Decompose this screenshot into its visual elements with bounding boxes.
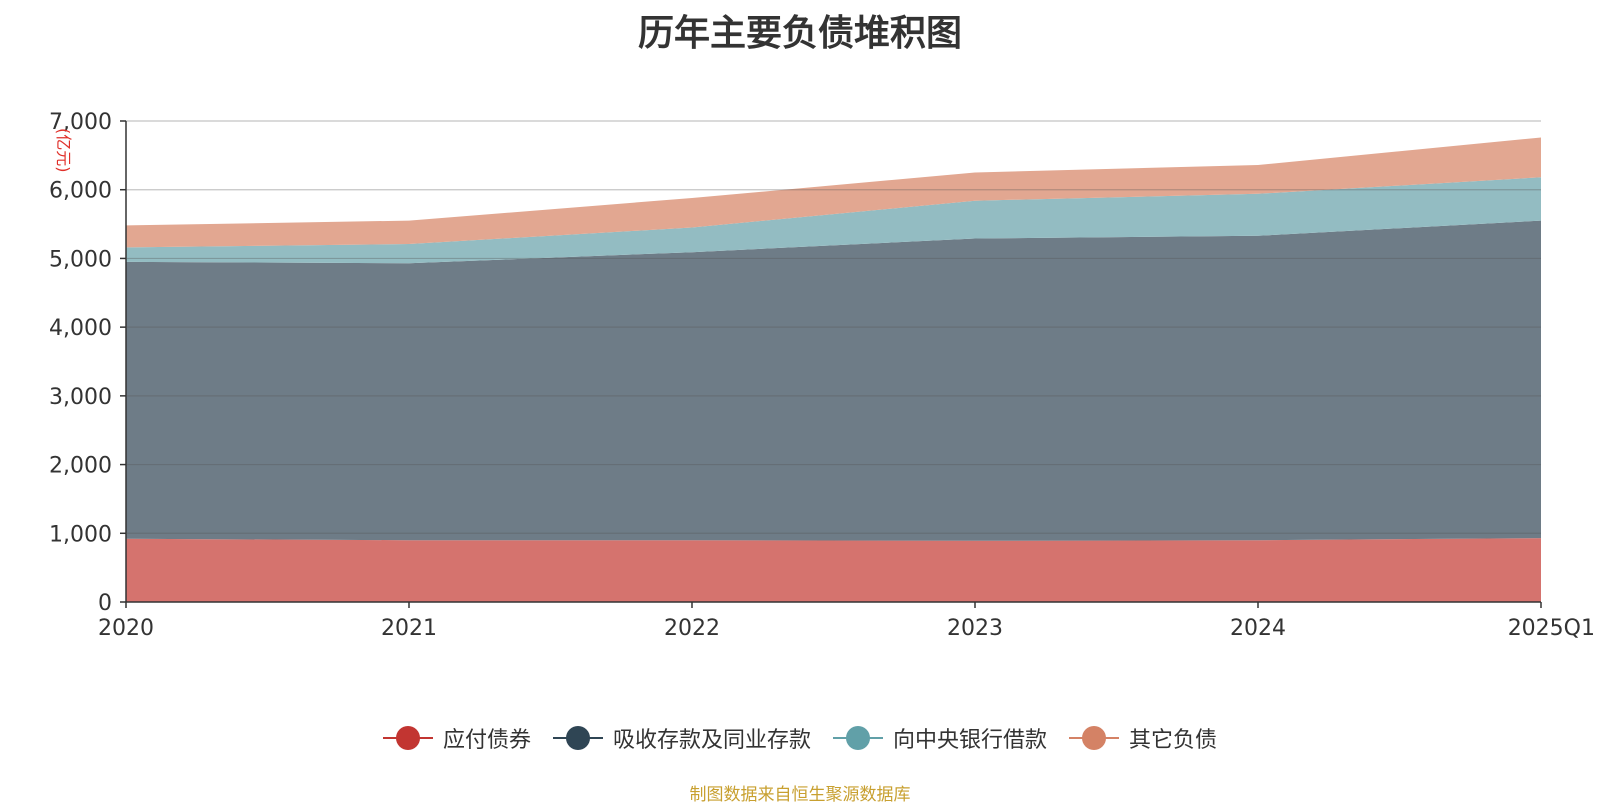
legend: 应付债券 吸收存款及同业存款 向中央银行借款 其它负债 xyxy=(0,718,1600,758)
data-source-note: 制图数据来自恒生聚源数据库 xyxy=(689,785,911,805)
area-series-1 xyxy=(126,220,1541,541)
tick-labels: 0 1,000 2,000 3,000 4,000 5,000 6,000 7,000 2020… xyxy=(49,110,1595,641)
legend-symbol-icon xyxy=(1069,726,1120,750)
y-tick-label: 3,000 xyxy=(49,385,112,410)
stacked-area-chart: 0 1,000 2,000 3,000 4,000 5,000 6,000 7,000 2020… xyxy=(49,110,1595,641)
legend-label: 应付债券 xyxy=(442,728,531,753)
y-tick-label: 0 xyxy=(98,591,112,616)
x-tick-label: 2020 xyxy=(98,616,154,641)
legend-item-3[interactable]: 其它负债 xyxy=(1069,722,1217,754)
x-tick-label: 2024 xyxy=(1230,616,1286,641)
y-tick-label: 6,000 xyxy=(49,179,112,204)
y-axis-unit-label: (亿元) xyxy=(54,128,73,173)
y-tick-label: 1,000 xyxy=(49,522,112,547)
area-series-2 xyxy=(126,177,1541,264)
legend-symbol-icon xyxy=(552,726,603,750)
x-tick-label: 2022 xyxy=(664,616,720,641)
y-tick-label: 7,000 xyxy=(49,110,112,135)
x-tick-label: 2023 xyxy=(947,616,1003,641)
legend-item-2[interactable]: 向中央银行借款 xyxy=(833,722,1047,754)
grid-lines xyxy=(126,120,1541,534)
axes xyxy=(120,120,1542,608)
area-series xyxy=(126,137,1541,602)
legend-symbol-icon xyxy=(833,726,883,750)
y-tick-label: 4,000 xyxy=(49,316,112,341)
chart-title: 历年主要负债堆积图 xyxy=(637,13,962,54)
legend-symbol-icon xyxy=(382,726,433,750)
area-series-0 xyxy=(126,538,1541,602)
legend-label: 向中央银行借款 xyxy=(893,728,1048,753)
y-tick-label: 2,000 xyxy=(49,454,112,479)
x-tick-label: 2025Q1 xyxy=(1508,616,1595,641)
legend-label: 其它负债 xyxy=(1129,728,1218,753)
x-tick-label: 2021 xyxy=(381,616,437,641)
legend-label: 吸收存款及同业存款 xyxy=(612,728,811,753)
y-tick-label: 5,000 xyxy=(49,247,112,272)
legend-item-1[interactable]: 吸收存款及同业存款 xyxy=(552,722,811,754)
area-series-3 xyxy=(126,137,1541,248)
legend-item-0[interactable]: 应付债券 xyxy=(382,722,531,754)
